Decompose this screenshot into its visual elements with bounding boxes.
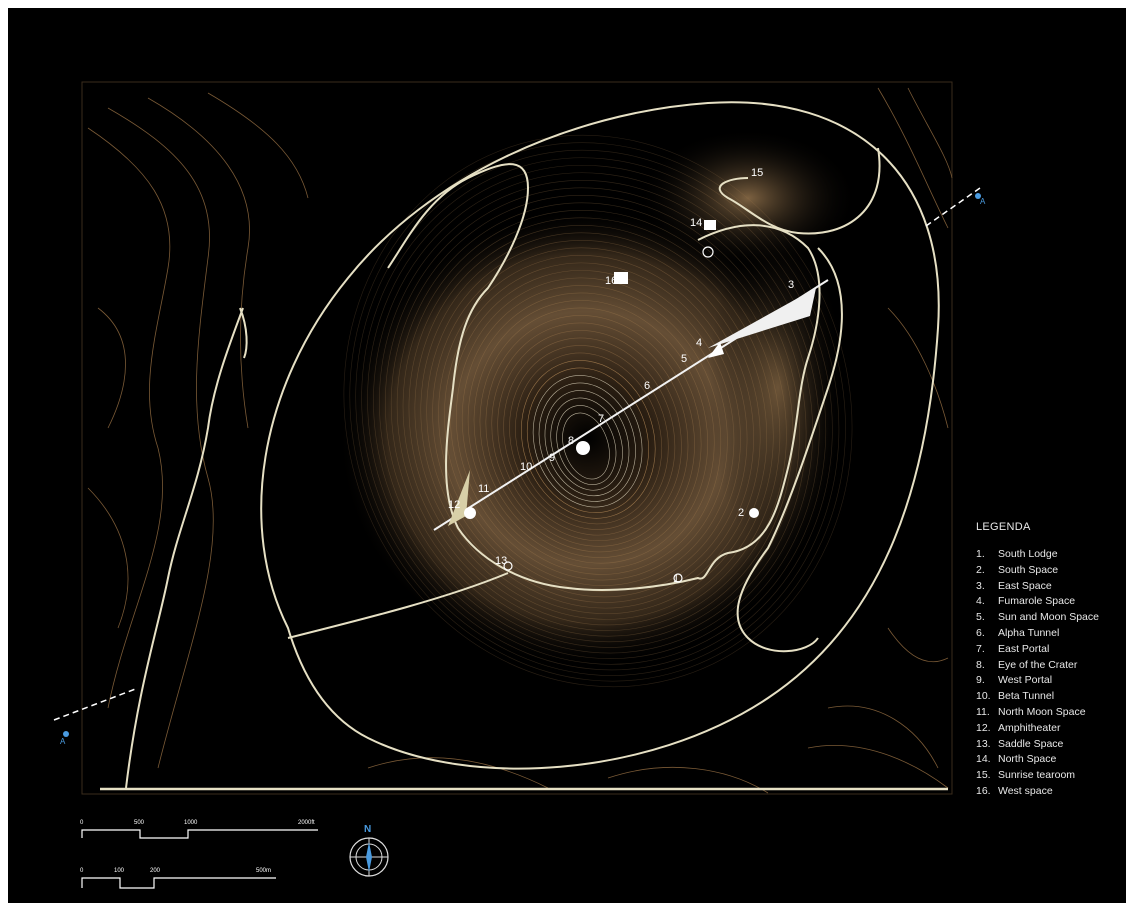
legend-item: 15. Sunrise tearoom <box>976 768 1099 784</box>
legend-title: LEGENDA <box>976 521 1031 533</box>
legend-item-number: 1. <box>976 548 985 560</box>
map-label-7: 7 <box>598 413 604 425</box>
map-label-9: 9 <box>549 452 555 464</box>
legend-item-label: East Portal <box>998 642 1050 655</box>
legend-item-number: 6. <box>976 626 985 639</box>
legend-item: 10. Beta Tunnel <box>976 689 1099 705</box>
legend-item-label: North Moon Space <box>998 705 1086 718</box>
scale-m-100: 100 <box>114 868 125 874</box>
scale-feet-2000: 2000ft <box>298 820 315 826</box>
legend-item: 2. South Space <box>976 563 1099 579</box>
legend-item: 11. North Moon Space <box>976 705 1099 721</box>
legend-item-label: Amphitheater <box>998 721 1061 734</box>
legend-item: 1. South Lodge <box>976 547 1099 563</box>
legend-list: 1. South Lodge 2. South Space 3. East Space 4.… <box>976 547 1099 800</box>
map-label-3: 3 <box>788 279 794 291</box>
eye-of-crater-marker <box>576 441 590 455</box>
legend-item-number: 7. <box>976 642 985 655</box>
drawing-frame: 1 2 3 4 5 6 7 8 9 10 11 12 13 14 15 16 A… <box>8 8 1126 903</box>
scale-bar-meters <box>81 877 276 889</box>
legend: LEGENDA 1. South Lodge 2. South Space 3. East… <box>976 521 1099 800</box>
legend-item-label: Eye of the Crater <box>998 658 1078 671</box>
legend-item-number: 3. <box>976 579 985 592</box>
legend-item-label: North Space <box>998 753 1057 766</box>
legend-item: 12. Amphitheater <box>976 721 1099 737</box>
section-markers <box>53 187 981 737</box>
map-label-13: 13 <box>495 555 507 567</box>
site-plan-map: 1 2 3 4 5 6 7 8 9 10 11 12 13 14 15 16 A… <box>53 81 986 889</box>
map-label-5: 5 <box>681 353 687 365</box>
legend-item-label: West Portal <box>998 674 1053 687</box>
map-label-15: 15 <box>751 167 763 179</box>
legend-item-label: Sun and Moon Space <box>998 611 1099 624</box>
legend-item-number: 12. <box>976 721 991 734</box>
legend-item: 4. Fumarole Space <box>976 594 1099 610</box>
legend-item-number: 16. <box>976 784 991 797</box>
legend-item-label: East Space <box>998 579 1052 592</box>
site-boundaries <box>100 101 948 791</box>
legend-item-number: 8. <box>976 658 985 671</box>
legend-item: 6. Alpha Tunnel <box>976 626 1099 642</box>
map-labels: 1 2 3 4 5 6 7 8 9 10 11 12 13 14 15 16 <box>448 167 794 585</box>
map-label-1: 1 <box>673 573 679 585</box>
site-features <box>464 220 759 583</box>
north-arrow-icon <box>349 837 389 877</box>
section-marker-right-label: A <box>980 197 986 206</box>
legend-item: 16. West space <box>976 784 1099 800</box>
scale-m-0: 0 <box>80 868 84 874</box>
map-label-10: 10 <box>520 461 532 473</box>
legend-item-number: 10. <box>976 690 991 703</box>
legend-item: 8. Eye of the Crater <box>976 658 1099 674</box>
legend-item-number: 13. <box>976 737 991 750</box>
outer-contours <box>87 87 953 794</box>
legend-item: 9. West Portal <box>976 673 1099 689</box>
legend-item: 13. Saddle Space <box>976 737 1099 753</box>
map-label-14: 14 <box>690 217 702 229</box>
legend-item-number: 4. <box>976 595 985 608</box>
north-label: N <box>364 824 371 835</box>
legend-item: 7. East Portal <box>976 642 1099 658</box>
legend-item-number: 14. <box>976 753 991 766</box>
legend-item-label: West space <box>998 784 1053 797</box>
scale-m-200: 200 <box>150 868 161 874</box>
legend-item-label: Saddle Space <box>998 737 1064 750</box>
scale-feet-0: 0 <box>80 820 84 826</box>
map-label-16: 16 <box>605 275 617 287</box>
scale-bar-feet <box>81 829 318 839</box>
legend-item: 5. Sun and Moon Space <box>976 610 1099 626</box>
legend-item-label: Sunrise tearoom <box>998 769 1076 782</box>
legend-item: 3. East Space <box>976 579 1099 595</box>
crater-contours <box>343 134 853 688</box>
legend-item-number: 15. <box>976 769 991 782</box>
map-label-4: 4 <box>696 337 702 349</box>
map-label-6: 6 <box>644 380 650 392</box>
legend-item-number: 11. <box>976 705 990 718</box>
legend-item-label: South Space <box>998 563 1059 576</box>
scale-m-500: 500m <box>256 868 271 874</box>
section-marker-left-label: A <box>60 737 66 746</box>
scale-feet-500: 500 <box>134 820 145 826</box>
map-label-2: 2 <box>738 507 744 519</box>
legend-item-label: Fumarole Space <box>998 595 1076 608</box>
plan-border <box>81 81 953 795</box>
legend-item-number: 9. <box>976 674 985 687</box>
legend-item-label: Beta Tunnel <box>998 690 1055 703</box>
legend-item-label: Alpha Tunnel <box>998 626 1060 639</box>
legend-item: 14. North Space <box>976 752 1099 768</box>
map-label-8: 8 <box>568 435 574 447</box>
map-label-11: 11 <box>478 483 489 495</box>
map-label-12: 12 <box>448 499 460 511</box>
legend-item-number: 5. <box>976 611 985 624</box>
scale-feet-1000: 1000 <box>184 820 198 826</box>
legend-item-label: South Lodge <box>998 548 1058 560</box>
legend-item-number: 2. <box>976 563 985 576</box>
